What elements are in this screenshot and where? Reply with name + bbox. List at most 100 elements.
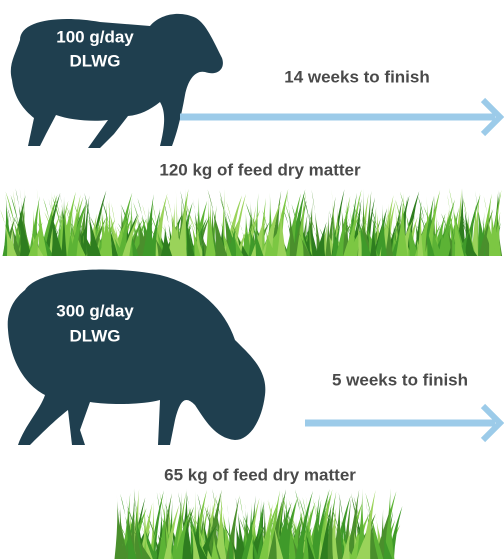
grass-blade [133, 509, 143, 559]
grass-blade [461, 216, 474, 256]
grass-blade [241, 211, 253, 256]
grass-blade [188, 506, 200, 559]
grass-blade [448, 209, 458, 256]
grass-blade [457, 226, 478, 256]
lamb-label: DLWG [70, 326, 121, 345]
grass-blade [166, 195, 185, 256]
feed: 65 kg of feed dry matter [164, 465, 356, 484]
grass-blade [111, 202, 122, 256]
grass-blade [61, 196, 67, 256]
grass-blade [462, 196, 476, 256]
grass-blade [286, 191, 297, 256]
grass-blade [158, 505, 168, 559]
grass-blade [313, 488, 330, 559]
grass-blade [365, 492, 384, 559]
grass-blade [12, 190, 23, 256]
grass-blade [140, 523, 153, 559]
grass-blade [90, 216, 102, 256]
grass-blade [246, 523, 256, 559]
grass-blade [478, 193, 492, 256]
lamb-grazing [7, 269, 266, 445]
grass-blade [311, 189, 323, 256]
grass-blade [85, 200, 101, 256]
grass-blade [246, 527, 261, 559]
grass-blade [135, 207, 150, 256]
grass-blade [13, 217, 34, 256]
grass-blade [324, 510, 343, 559]
grass-blade [151, 200, 164, 256]
grass-blade [312, 498, 325, 559]
grass-blade [223, 524, 241, 559]
grass-blade [353, 496, 369, 559]
grass-blade [394, 197, 400, 256]
grass-blade [288, 528, 309, 559]
grass-blade [396, 193, 408, 256]
grass-blade [295, 226, 311, 256]
grass-blade [479, 209, 494, 256]
grass-blade [281, 491, 299, 559]
grass-blade [245, 202, 264, 256]
grass-blade [122, 213, 140, 256]
grass-blade [175, 492, 187, 559]
grass-blade [43, 197, 60, 256]
grass-blade [3, 190, 14, 256]
grass-blade [219, 493, 234, 559]
grass-blade [296, 192, 306, 256]
grass-blade [142, 194, 154, 256]
grass-blade [190, 512, 202, 559]
grass-blade [336, 205, 350, 256]
grass-blade [140, 224, 153, 256]
grass-blade [279, 500, 297, 559]
grass-blade [159, 492, 173, 559]
grass-blade [218, 515, 227, 559]
grass-blade [475, 190, 489, 256]
grass-blade [299, 498, 316, 559]
grass-blade [147, 224, 166, 256]
grass-blade [43, 192, 61, 256]
grass-blade [438, 226, 447, 256]
grass-blade [315, 221, 327, 256]
grass-blade [231, 224, 249, 256]
grass-blade [417, 195, 435, 256]
grass-blade [207, 189, 228, 256]
grass-blade [148, 208, 161, 256]
grass-blade [331, 506, 348, 559]
grass-blade [156, 492, 169, 559]
grass-blade [164, 504, 180, 559]
grass-blade [106, 196, 113, 256]
feed: 120 kg of feed dry matter [159, 160, 361, 179]
grass-blade [370, 207, 388, 256]
grass-blade [371, 217, 391, 256]
grass-blade [302, 193, 319, 256]
grass-blade [188, 211, 205, 256]
grass-blade [284, 516, 301, 559]
grass-blade [98, 219, 116, 256]
grass-blade [107, 223, 124, 256]
grass-blade [117, 207, 131, 256]
grass-blade [234, 516, 247, 559]
grass-blade [176, 191, 189, 256]
grass-blade [448, 188, 465, 256]
grass-blade [120, 204, 139, 256]
grass-blade [481, 218, 494, 256]
grass-blade [441, 213, 458, 256]
grass-blade [219, 190, 236, 256]
grass-blade [196, 211, 208, 256]
grass-blade [69, 202, 87, 256]
grass-blade [284, 203, 301, 256]
grass-blade [197, 493, 213, 559]
grass-blade [171, 502, 183, 559]
grass-blade [328, 228, 334, 256]
grass-blade [303, 512, 310, 559]
grass-blade [226, 211, 242, 256]
grass-blade [399, 191, 419, 256]
grass-blade [193, 221, 212, 256]
grass-blade [343, 218, 362, 256]
duration: 5 weeks to finish [332, 370, 468, 389]
grass-blade [36, 188, 48, 256]
grass-blade [230, 228, 244, 256]
grass-blade [342, 526, 351, 559]
grass-blade [188, 522, 201, 559]
grass-blade [380, 199, 387, 256]
grass-blade [417, 206, 424, 256]
